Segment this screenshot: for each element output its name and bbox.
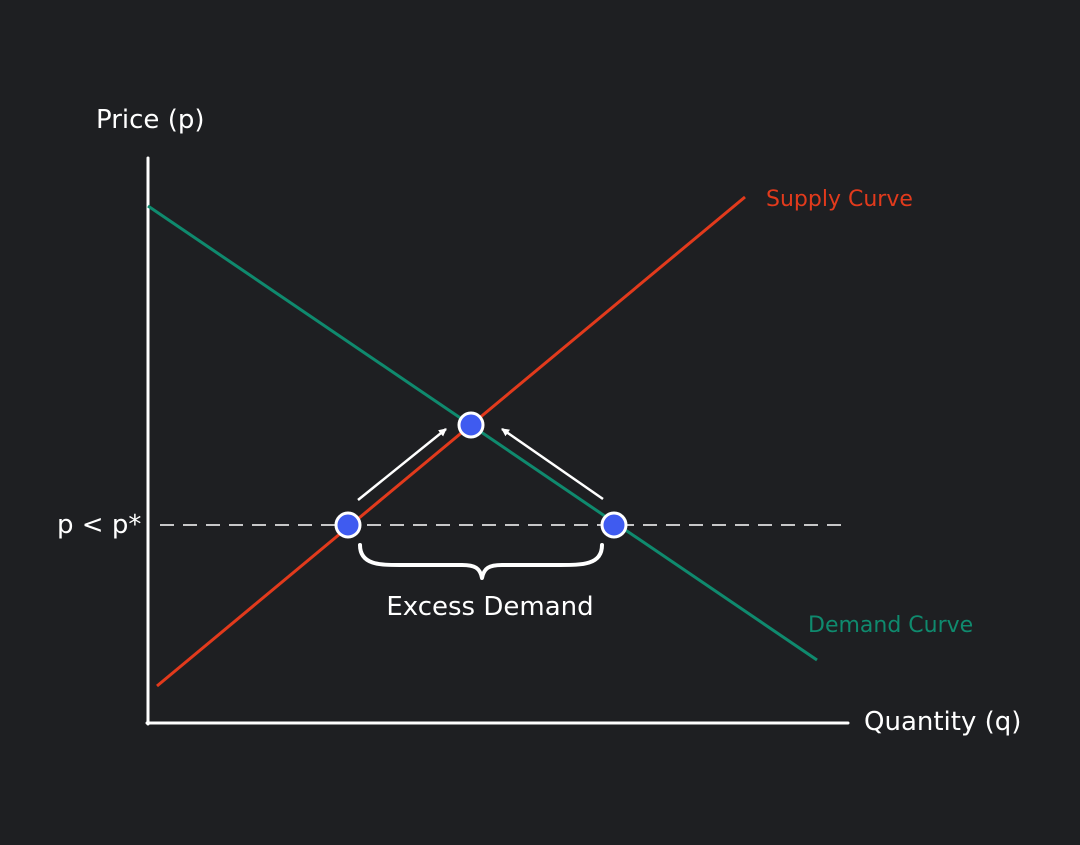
quantity-supplied-point (334, 511, 362, 539)
supply-curve (156, 195, 746, 688)
y-axis-label: Price (p) (96, 105, 204, 135)
demand-curve (147, 204, 818, 662)
demand-curve-label: Demand Curve (808, 613, 973, 638)
equilibrium-point (457, 411, 485, 439)
excess-demand-label: Excess Demand (386, 592, 593, 622)
supply-curve-label: Supply Curve (766, 187, 913, 212)
quantity-demanded-point (600, 511, 628, 539)
arrow-supply-to-equilibrium (357, 428, 447, 501)
arrow-demand-to-equilibrium (501, 427, 604, 501)
price-level-label: p < p* (57, 510, 141, 540)
excess-demand-brace (358, 543, 604, 580)
x-axis-label: Quantity (q) (864, 707, 1021, 737)
